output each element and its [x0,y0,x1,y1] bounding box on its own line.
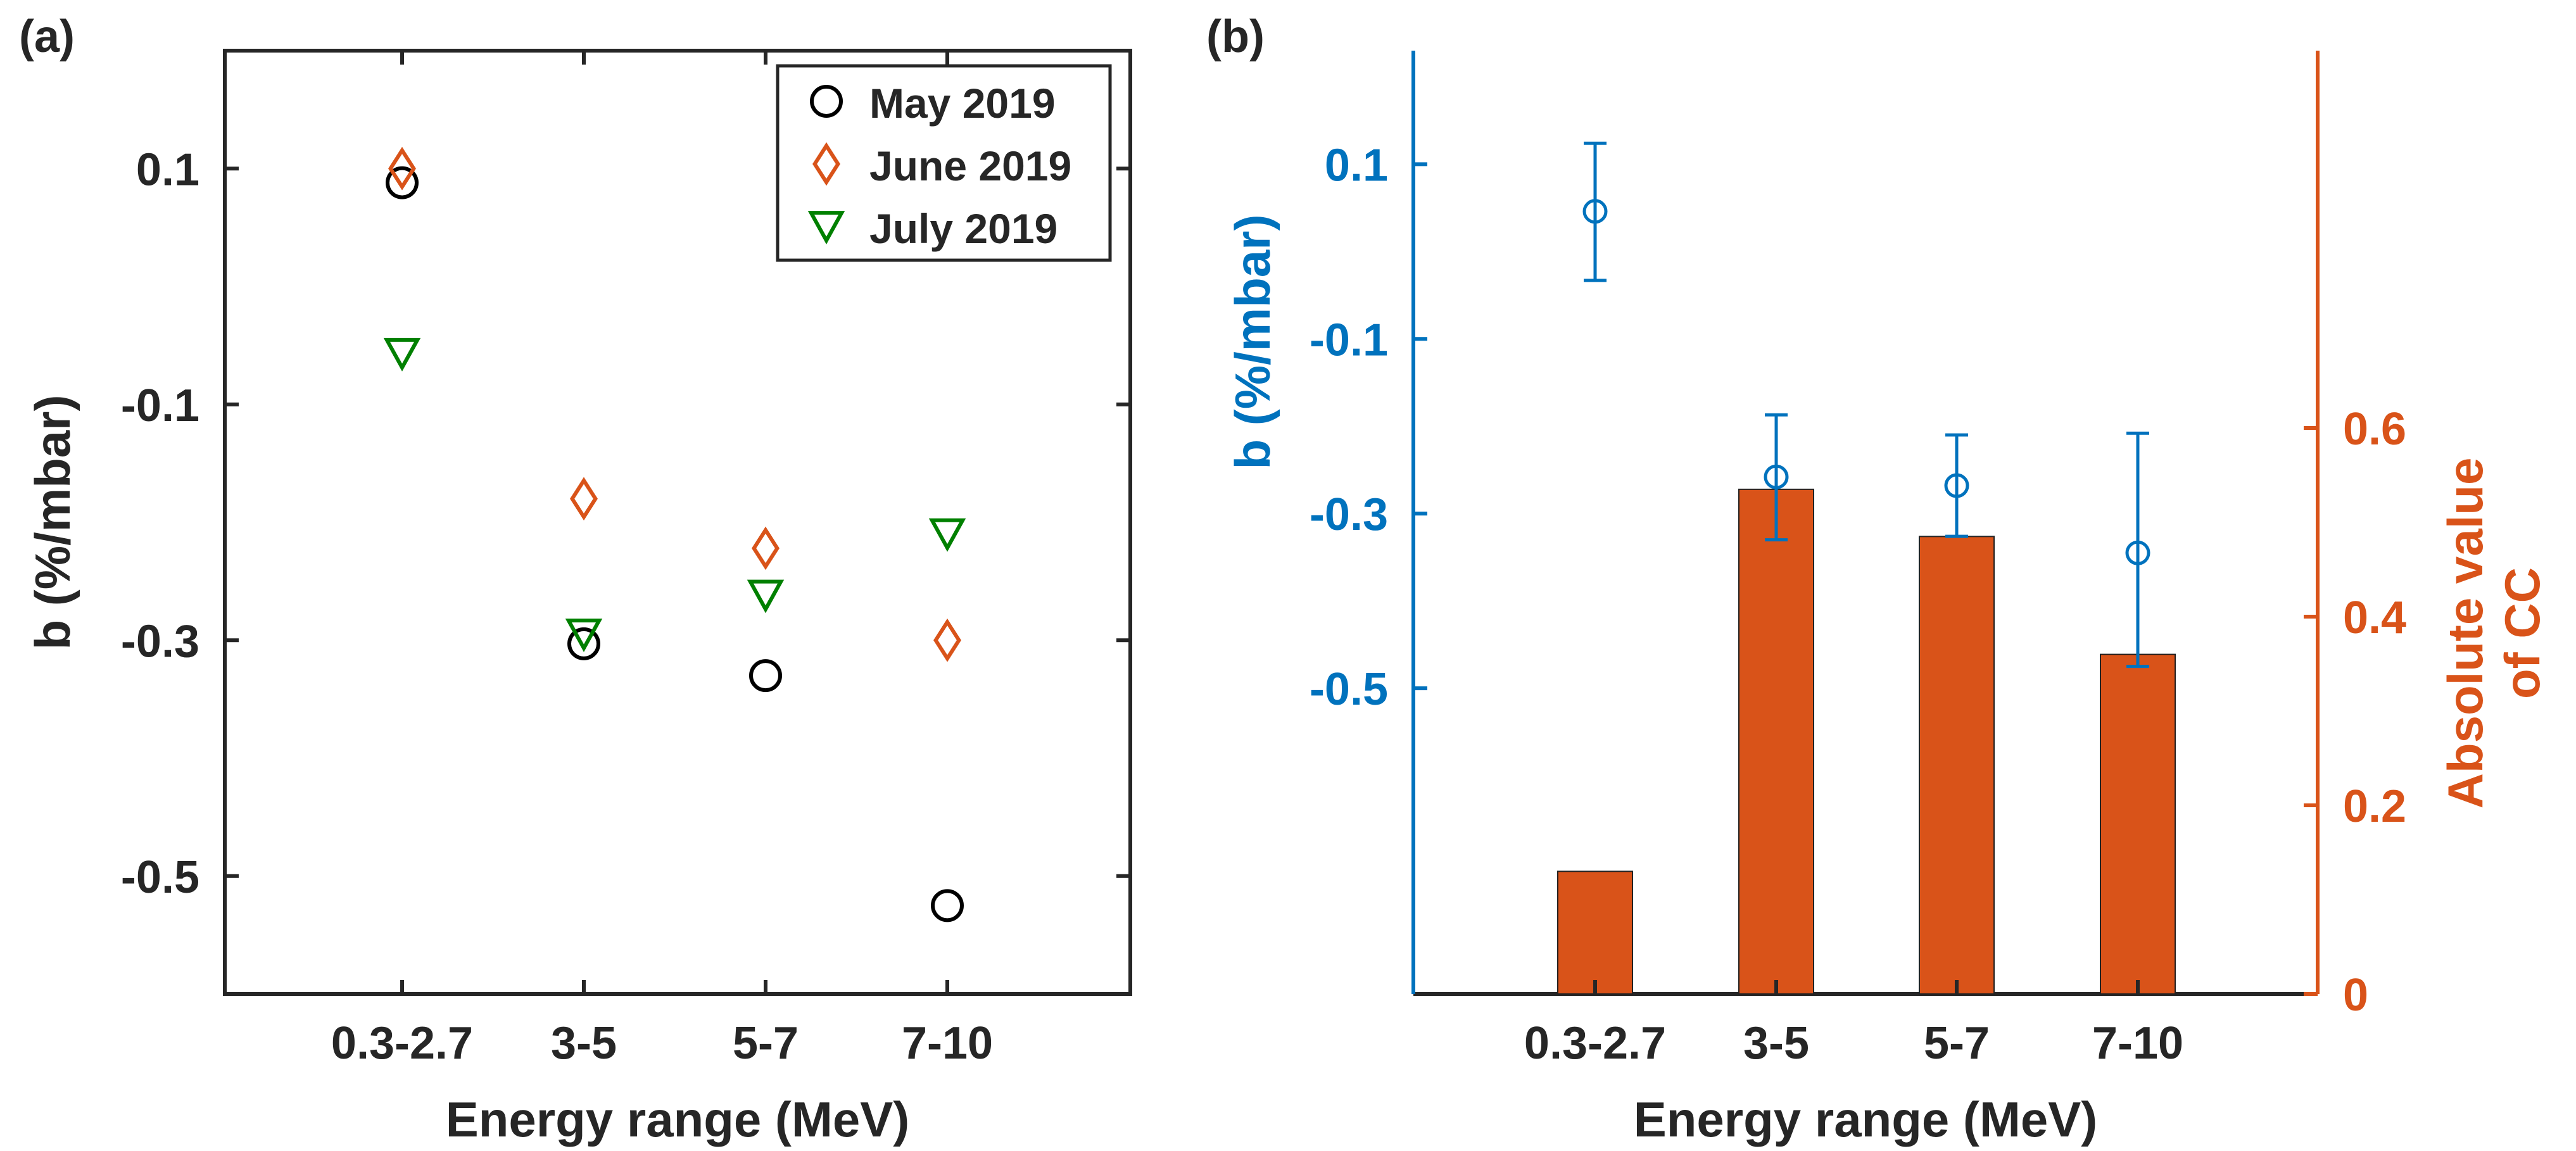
panel-a-ytick-label: -0.1 [121,381,199,431]
panel-b-right-ytick-label: 0.4 [2343,593,2406,643]
panel-b-left-y-axis-label: b (%/mbar) [1225,214,1280,469]
panel-a-point-june [933,618,961,662]
legend-label-may: May 2019 [869,80,1056,127]
panel-a-x-axis-label: Energy range (MeV) [446,1091,910,1147]
panel-a-ytick-label: 0.1 [136,144,199,195]
panel-a-point-july [383,337,421,372]
panel-a-xtick-label: 3-5 [551,1018,617,1069]
panel-b-left-ytick-label: -0.1 [1310,315,1388,365]
panel-a-ytick-label: -0.5 [121,852,199,903]
panel-b-right-ytick-label: 0.6 [2343,404,2406,455]
legend-marker-june [812,142,840,186]
panel-a-xtick-label: 5-7 [733,1018,799,1069]
panel-b-errorbars [1582,141,2150,669]
panel-a-ytick-label: -0.3 [121,616,199,667]
panel-b-point [1944,473,1969,498]
panel-b-x-axis-label: Energy range (MeV) [1634,1091,2098,1147]
panel-a-point-may [931,889,964,922]
panel-b-right-y-axis-label-line2: of CC [2494,567,2550,699]
panel-a-ticks: 0.1 -0.1 -0.3 -0.5 0.3-2.7 3-5 5-7 7-10 [121,51,1130,1069]
panel-a-point-june [570,477,598,521]
panel-b: (b) 0.1 -0.1 -0.3 -0.5 0 0.2 0.4 0.6 0.3-2.7 3-5 5… [1206,11,2550,1147]
panel-b-bar [1919,536,1995,995]
panel-b-point [1764,464,1789,489]
panel-b-xtick-label: 3-5 [1743,1018,1809,1069]
panel-a-point-june [752,526,780,570]
panel-b-left-ytick-label: -0.5 [1310,664,1388,715]
panel-b-bars [1557,488,2176,995]
panel-b-bar [1738,488,1814,995]
panel-a-data-marks [383,146,966,922]
panel-a-point-july [747,579,785,613]
panel-a-label: (a) [19,11,75,62]
legend-label-july: July 2019 [869,205,1058,252]
panel-a-point-may [749,659,782,693]
panel-b-xtick-label: 7-10 [2092,1018,2183,1069]
panel-b-bar [1557,871,1633,995]
panel-a-y-axis-label: b (%/mbar) [25,394,80,650]
panel-a-plot-frame [223,49,1132,996]
panel-b-point [2125,540,2150,565]
panel-b-label: (b) [1206,11,1265,62]
panel-b-ticks: 0.1 -0.1 -0.3 -0.5 0 0.2 0.4 0.6 0.3-2.7 3-5 5-7 7-… [1310,140,2406,1069]
legend: May 2019 June 2019 July 2019 [776,64,1112,262]
panel-b-left-ytick-label: 0.1 [1325,140,1388,191]
panel-a-xtick-label: 0.3-2.7 [331,1018,473,1069]
panel-b-bar [2100,653,2176,995]
legend-marker-july [807,211,845,245]
panel-a-point-may [386,166,419,199]
panel-a-point-may [567,627,600,660]
panel-b-xtick-label: 0.3-2.7 [1524,1018,1666,1069]
panel-a-point-june [388,146,416,191]
legend-marker-may [810,85,843,118]
panel-a: (a) 0.1 -0.1 -0.3 -0.5 0.3-2.7 3-5 5-7 7-10 Ene… [19,11,1132,1147]
panel-b-xtick-label: 5-7 [1924,1018,1990,1069]
panel-b-right-y-axis-label-line1: Absolute value [2437,458,2493,809]
panel-a-point-july [928,518,966,552]
panel-b-right-ytick-label: 0 [2343,970,2368,1021]
panel-b-right-ytick-label: 0.2 [2343,781,2406,832]
panel-a-point-july [565,619,603,652]
panel-a-xtick-label: 7-10 [902,1018,993,1069]
legend-label-june: June 2019 [869,142,1071,189]
panel-b-left-ytick-label: -0.3 [1310,489,1388,540]
panel-b-point [1582,199,1608,224]
